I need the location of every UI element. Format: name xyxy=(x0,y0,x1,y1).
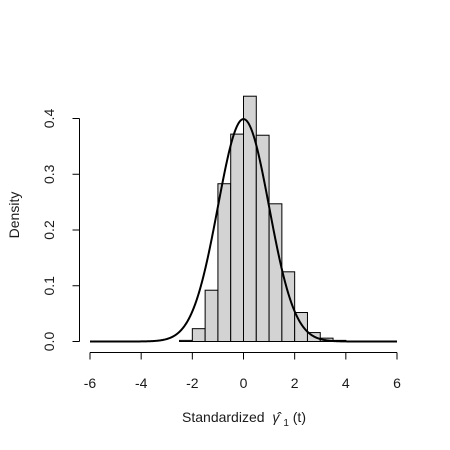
histogram-bar-3 xyxy=(217,183,232,342)
y-axis-title: Density xyxy=(6,192,22,239)
x-axis-title-symbol: γ̂ xyxy=(272,409,282,425)
histogram-bars xyxy=(179,95,347,343)
histogram-bar-4 xyxy=(230,133,245,342)
x-tick-label: -4 xyxy=(135,375,148,391)
histogram-bar-6 xyxy=(255,134,270,342)
x-tick-label: 0 xyxy=(240,375,248,391)
y-tick-label: 0.4 xyxy=(41,109,57,129)
histogram-bar-1 xyxy=(191,328,206,342)
x-tick-label: 2 xyxy=(291,375,299,391)
x-tick-label: 4 xyxy=(342,375,350,391)
y-axis: 0.0 0.1 0.2 0.3 0.4 xyxy=(41,109,80,352)
x-tick-label: 6 xyxy=(393,375,401,391)
histogram-bar-2 xyxy=(204,289,219,342)
x-axis-title-suffix: (t) xyxy=(293,409,306,425)
y-tick-label: 0.3 xyxy=(41,164,57,184)
histogram-bar-7 xyxy=(268,203,283,342)
y-tick-label: 0.1 xyxy=(41,276,57,296)
normal-density-curve xyxy=(90,118,397,343)
x-axis-title-subscript: 1 xyxy=(283,418,289,429)
x-axis-title: Standardized γ̂ 1 (t) xyxy=(182,409,306,429)
y-tick-label: 0.2 xyxy=(41,220,57,240)
histogram-bar-8 xyxy=(281,271,296,342)
x-axis-title-text: Standardized xyxy=(182,409,265,425)
histogram-bar-0 xyxy=(179,339,193,343)
y-tick-label: 0.0 xyxy=(41,332,57,352)
x-axis: -6 -4 -2 0 2 4 6 xyxy=(84,352,401,391)
x-tick-label: -2 xyxy=(186,375,199,391)
histogram-bar-5 xyxy=(243,95,257,342)
x-tick-label: -6 xyxy=(84,375,97,391)
